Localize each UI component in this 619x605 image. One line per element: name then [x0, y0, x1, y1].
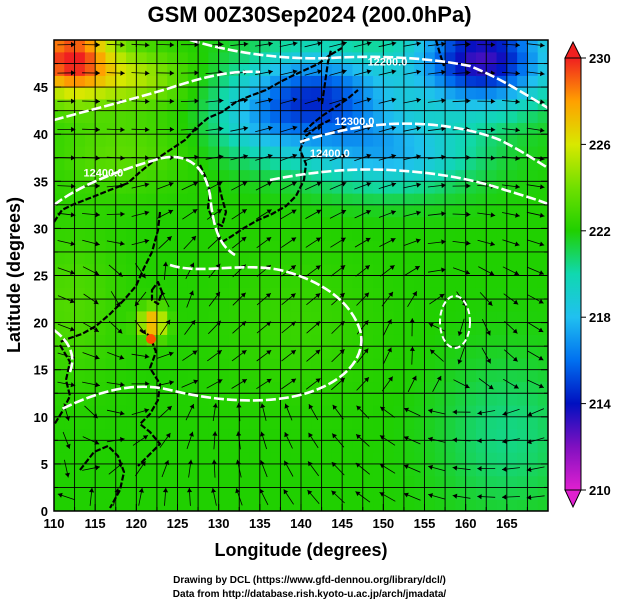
coastline-indochina [54, 344, 72, 426]
y-tick-label: 20 [34, 316, 48, 331]
contour-label: 12400.0 [84, 168, 124, 180]
y-tick-label: 45 [34, 80, 48, 95]
contour-12200 [189, 40, 548, 110]
coastline-kamchatka [434, 40, 446, 67]
x-tick-label: 115 [85, 516, 106, 531]
contour-label: 12200.0 [368, 56, 408, 68]
height-contours [54, 40, 548, 412]
x-tick-label: 155 [414, 516, 436, 531]
y-tick-label: 5 [41, 457, 48, 472]
y-axis-label: Latitude (degrees) [4, 197, 24, 353]
anticyclone-contour [439, 295, 471, 349]
x-tick-label: 135 [249, 516, 271, 531]
coastlines [54, 40, 446, 509]
colorbar-frame [564, 57, 582, 491]
coastline-asia [54, 47, 343, 223]
contour-labels: 12200.0 12300.0 12400.0 12400.0 [84, 56, 408, 179]
typhoon-marker [146, 334, 156, 344]
colorbar-tick-label: 218 [589, 310, 611, 325]
x-tick-label: 160 [455, 516, 477, 531]
x-tick-label: 120 [125, 516, 147, 531]
y-tick-label: 40 [34, 127, 48, 142]
lat-lon-grid [54, 40, 548, 511]
y-tick-label: 0 [41, 504, 48, 519]
x-tick-label: 150 [372, 516, 394, 531]
typhoon-center [146, 334, 156, 344]
colorbar-tick-label: 230 [589, 51, 611, 66]
colorbar-tick-label: 210 [589, 483, 611, 498]
colorbar-top-arrow [564, 40, 582, 59]
contour-12300-east [299, 122, 548, 170]
chart-title: GSM 00Z30Sep2024 (200.0hPa) [147, 2, 472, 27]
colorbar-gradient [565, 58, 581, 490]
y-tick-label: 15 [34, 363, 48, 378]
contour-label: 12400.0 [310, 148, 350, 160]
x-tick-label: 140 [290, 516, 312, 531]
colorbar: 210 214 218 222 226 230 [564, 40, 611, 509]
contour-12500-loop [59, 263, 363, 412]
y-axis: 0 5 10 15 20 25 30 35 40 45 [34, 39, 548, 519]
x-tick-label: 110 [44, 516, 65, 531]
x-tick-label: 125 [167, 516, 189, 531]
x-tick-label: 165 [496, 516, 518, 531]
colorbar-tick-label: 214 [589, 397, 611, 412]
x-tick-label: 145 [331, 516, 353, 531]
anticyclone-marker [439, 295, 471, 349]
colorbar-tick-label: 226 [589, 137, 611, 152]
colorbar-bottom-arrow [564, 489, 582, 509]
y-tick-label: 25 [34, 269, 48, 284]
coastline-taiwan [150, 280, 164, 306]
x-axis-label: Longitude (degrees) [214, 540, 387, 560]
y-tick-label: 35 [34, 174, 48, 189]
contour-12500-sw [54, 328, 74, 373]
y-tick-label: 10 [34, 410, 48, 425]
coastline-japan [221, 119, 331, 243]
coastline-sakhalin [320, 49, 333, 105]
credit-line-1: Drawing by DCL (https://www.gfd-dennou.o… [173, 575, 446, 586]
coastline-china-south [59, 211, 162, 344]
x-tick-label: 130 [208, 516, 230, 531]
coastline-philippines [137, 329, 162, 467]
contour-label: 12300.0 [335, 116, 375, 128]
colorbar-ticks: 210 214 218 222 226 230 [581, 51, 611, 498]
coastline-borneo [79, 444, 126, 509]
contour-12400-east [269, 168, 548, 206]
streamlines [57, 41, 545, 506]
plot-area: 12200.0 12300.0 12400.0 12400.0 [54, 40, 548, 511]
contour-12300-west [54, 70, 261, 122]
y-tick-label: 30 [34, 221, 48, 236]
coastline-japan-north [303, 89, 359, 133]
x-axis: 110 115 120 125 130 135 140 145 150 155 160 165 [44, 40, 549, 531]
contour-12400-west [54, 155, 236, 257]
colorbar-tick-label: 222 [589, 224, 611, 239]
credit-line-2: Data from http://database.rish.kyoto-u.a… [172, 589, 447, 600]
